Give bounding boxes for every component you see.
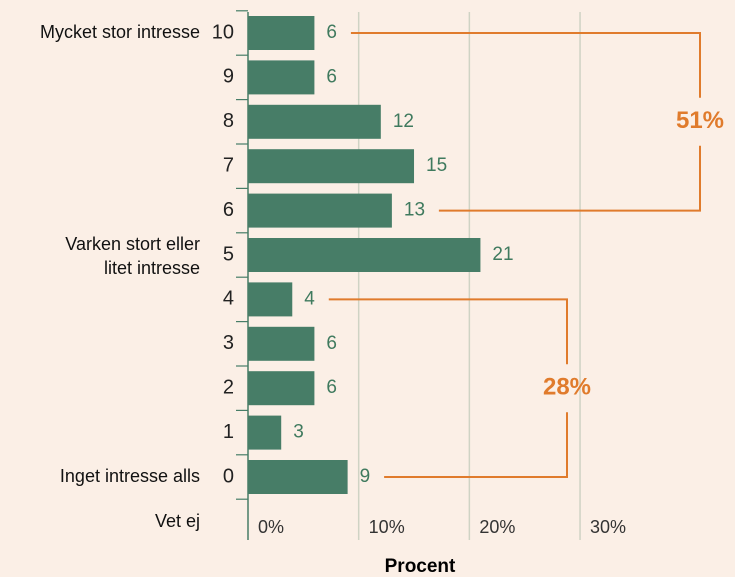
category-description: Inget intresse alls [60, 466, 200, 486]
bar [248, 104, 381, 139]
value-label: 6 [326, 377, 337, 398]
category-label: 6 [223, 199, 234, 221]
value-label: 6 [326, 22, 337, 43]
value-label: 21 [492, 244, 513, 265]
category-label: 2 [223, 376, 234, 398]
category-label: 3 [223, 332, 234, 354]
bar [248, 460, 348, 494]
value-label: 9 [360, 466, 371, 487]
bar [248, 60, 315, 95]
value-label: 13 [404, 200, 425, 221]
no-answer-label: Vet ej [155, 511, 200, 531]
category-label: 1 [223, 421, 234, 443]
category-label: 7 [223, 154, 234, 176]
category-description: Varken stort eller litet intresse [65, 234, 200, 278]
category-label: 9 [223, 66, 234, 88]
bar [248, 282, 293, 317]
group-label: 28% [543, 374, 591, 401]
bar [248, 16, 315, 50]
category-label: 5 [223, 243, 234, 265]
group-label: 51% [676, 107, 724, 134]
x-axis-label: Procent [385, 556, 456, 577]
x-tick-label: 10% [369, 517, 405, 537]
category-label: 0 [223, 465, 234, 487]
category-label: 4 [223, 288, 234, 310]
value-label: 4 [304, 288, 315, 309]
bar [248, 149, 415, 184]
bar [248, 371, 315, 406]
value-label: 3 [293, 422, 304, 443]
group-bracket [350, 32, 701, 212]
x-tick-label: 20% [479, 517, 515, 537]
x-tick-label: 30% [590, 517, 626, 537]
value-label: 15 [426, 155, 447, 176]
value-label: 6 [326, 66, 337, 87]
group-bracket [328, 298, 568, 478]
bar [248, 193, 392, 228]
bar [248, 238, 481, 272]
value-label: 6 [326, 333, 337, 354]
bar [248, 415, 282, 450]
x-tick-label: 0% [258, 517, 284, 537]
category-label: 8 [223, 110, 234, 132]
category-label: 10 [212, 21, 234, 43]
category-description: Mycket stor intresse [40, 22, 200, 42]
bar [248, 326, 315, 361]
value-label: 12 [393, 111, 414, 132]
